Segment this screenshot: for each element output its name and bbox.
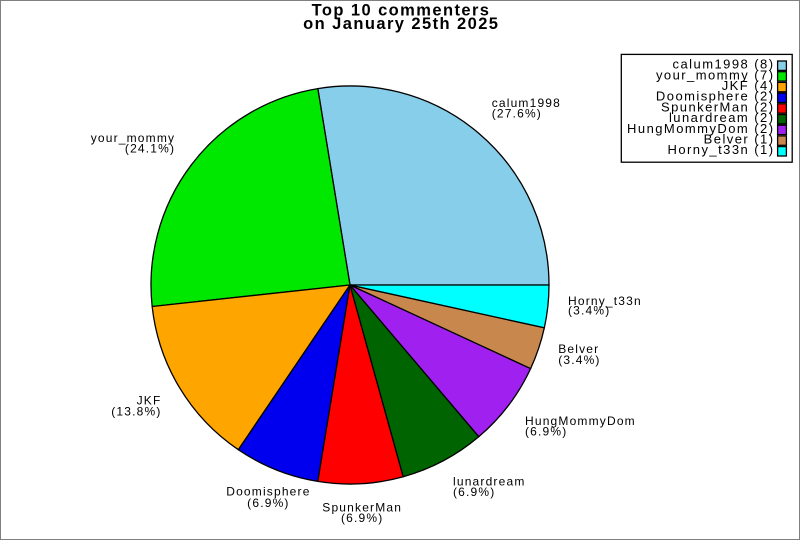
svg-text:(6.9%): (6.9%) [247, 496, 289, 510]
svg-text:SpunkerMan: SpunkerMan [322, 501, 402, 515]
svg-text:HungMommyDom: HungMommyDom [525, 414, 636, 428]
svg-text:(24.1%): (24.1%) [125, 142, 175, 156]
svg-text:on January 25th 2025: on January 25th 2025 [303, 15, 499, 33]
svg-text:Horny_t33n (1): Horny_t33n (1) [667, 142, 774, 157]
svg-text:Doomisphere (2): Doomisphere (2) [656, 89, 775, 104]
svg-text:(27.6%): (27.6%) [492, 107, 542, 121]
svg-text:lunardream: lunardream [453, 475, 526, 489]
svg-text:JKF: JKF [137, 393, 162, 407]
svg-text:(3.4%): (3.4%) [568, 303, 610, 317]
svg-text:your_mommy: your_mommy [91, 131, 175, 145]
svg-text:Horny_t33n: Horny_t33n [568, 294, 642, 308]
svg-text:calum1998: calum1998 [492, 96, 561, 110]
svg-text:JKF (4): JKF (4) [722, 78, 775, 93]
svg-text:(3.4%): (3.4%) [558, 353, 600, 367]
svg-text:Doomisphere: Doomisphere [226, 485, 310, 499]
svg-text:(6.9%): (6.9%) [525, 424, 567, 438]
svg-text:Belver: Belver [558, 342, 599, 356]
svg-text:lunardream (2): lunardream (2) [669, 110, 775, 125]
svg-text:calum1998 (8): calum1998 (8) [673, 57, 775, 72]
svg-text:your_mommy (7): your_mommy (7) [656, 67, 775, 82]
svg-text:(6.9%): (6.9%) [341, 511, 383, 525]
svg-text:Belver (1): Belver (1) [704, 132, 775, 147]
svg-text:(13.8%): (13.8%) [111, 404, 161, 418]
svg-text:SpunkerMan (2): SpunkerMan (2) [661, 99, 775, 114]
svg-text:HungMommyDom (2): HungMommyDom (2) [627, 121, 774, 136]
svg-text:Top 10 commenters: Top 10 commenters [312, 2, 491, 20]
svg-text:(6.9%): (6.9%) [453, 485, 495, 499]
